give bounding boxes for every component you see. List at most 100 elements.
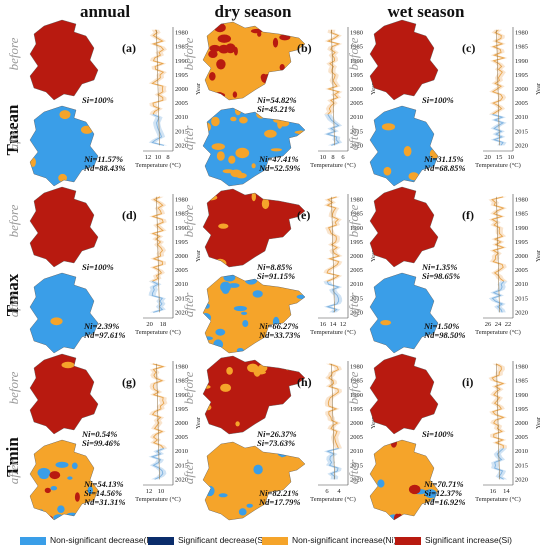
map-class-non-sig-increase — [457, 109, 469, 119]
map-class-non-sig-decrease — [377, 479, 385, 488]
uncertainty-band-before — [488, 196, 508, 282]
period-label-after: after — [346, 125, 361, 151]
period-label-before: before — [6, 371, 21, 405]
map-class-non-sig-decrease — [467, 490, 471, 496]
map-class-sig-increase — [216, 59, 226, 70]
map-class-non-sig-increase — [280, 416, 292, 428]
map-class-non-sig-decrease — [65, 512, 79, 520]
uncertainty-band-after — [488, 281, 508, 313]
y-tick-label: 1995 — [515, 239, 528, 246]
y-tick-label: 2005 — [175, 100, 188, 107]
y-tick-label: 1995 — [175, 239, 188, 246]
region-outline — [29, 105, 99, 187]
series-line-after — [491, 281, 505, 313]
legend-label: Significant decrease(Sd) — [178, 535, 271, 545]
trend-line — [496, 196, 500, 313]
y-tick-label: 1990 — [515, 58, 528, 65]
uncertainty-band-after — [323, 448, 343, 480]
x-axis-label: Temperature (°C) — [135, 496, 181, 503]
map-class-non-sig-decrease — [213, 339, 224, 350]
x-axis-label: Temperature (°C) — [135, 162, 181, 169]
uncertainty-band-before — [488, 29, 508, 115]
series-line-after — [325, 114, 340, 146]
stat-after-g: Si=14.56% — [84, 488, 123, 498]
uncertainty-band-after — [323, 281, 343, 313]
map-class-non-sig-increase — [226, 367, 233, 375]
map-class-non-sig-decrease — [218, 493, 228, 498]
region-outline — [369, 105, 439, 187]
y-tick-label: 1990 — [350, 392, 363, 399]
map-class-non-sig-decrease — [53, 514, 65, 520]
map-after-b — [202, 107, 306, 187]
stat-before-a: Si=100% — [82, 95, 114, 105]
y-tick-label: 2010 — [175, 448, 188, 455]
y-tick-label: 2010 — [350, 114, 363, 121]
map-class-non-sig-decrease — [228, 283, 240, 288]
y-tick-label: 1990 — [175, 58, 188, 65]
stat-after-d: Nd=97.61% — [84, 330, 126, 340]
y-tick-label: 1995 — [350, 239, 363, 246]
map-class-non-sig-decrease — [252, 290, 263, 298]
map-after-a — [29, 105, 99, 187]
series-line-after — [150, 447, 164, 480]
map-class-non-sig-increase — [203, 442, 305, 520]
legend-swatch — [148, 536, 174, 545]
panel-label-h: (h) — [297, 375, 312, 389]
y-tick-label: 1980 — [515, 30, 528, 37]
y-axis-label: Year — [535, 249, 542, 262]
trend-line — [156, 363, 160, 480]
map-class-non-sig-increase — [59, 110, 71, 120]
map-class-non-sig-decrease — [203, 336, 213, 341]
map-before-i — [369, 353, 439, 435]
map-class-non-sig-increase — [30, 157, 36, 167]
x-axis-label: Temperature (°C) — [310, 496, 356, 503]
y-tick-label: 2000 — [175, 253, 188, 260]
map-class-non-sig-decrease — [370, 106, 438, 186]
map-class-non-sig-increase — [220, 383, 232, 392]
x-axis-label: Temperature (°C) — [135, 329, 181, 336]
region-outline — [29, 19, 99, 101]
map-class-non-sig-decrease — [30, 273, 98, 353]
x-tick-label: 8 — [331, 154, 334, 161]
map-class-non-sig-decrease — [222, 287, 230, 294]
map-class-sig-increase — [408, 484, 421, 495]
map-class-non-sig-increase — [230, 116, 237, 122]
y-axis-label: Year — [370, 416, 377, 429]
map-class-sig-increase — [292, 82, 299, 90]
stat-before-c: Si=100% — [422, 95, 454, 105]
map-class-non-sig-increase — [251, 192, 256, 202]
map-after-e — [202, 274, 306, 354]
y-tick-label: 2000 — [175, 86, 188, 93]
legend-item: Significant increase(Si) — [395, 535, 512, 545]
x-tick-label: 14 — [330, 321, 337, 328]
stat-after-i: Nd=16.92% — [424, 497, 466, 507]
region-outline — [369, 19, 439, 101]
column-title-wet-season: wet season — [387, 2, 465, 21]
x-tick-label: 8 — [166, 154, 169, 161]
x-tick-label: 16 — [490, 488, 497, 495]
y-tick-label: 1985 — [175, 211, 188, 218]
map-class-non-sig-decrease — [38, 509, 45, 520]
region-outline — [202, 188, 306, 268]
legend-swatch — [262, 536, 288, 545]
y-tick-label: 1990 — [515, 392, 528, 399]
y-tick-label: 1995 — [350, 406, 363, 413]
y-tick-label: 2020 — [350, 142, 363, 149]
map-class-non-sig-decrease — [50, 486, 58, 491]
map-class-non-sig-decrease — [31, 509, 36, 519]
map-class-non-sig-increase — [258, 364, 268, 372]
map-class-non-sig-increase — [277, 356, 291, 364]
y-tick-label: 1980 — [515, 197, 528, 204]
y-tick-label: 2005 — [350, 100, 363, 107]
map-class-sig-increase — [214, 23, 226, 33]
x-tick-label: 22 — [505, 321, 512, 328]
map-class-sig-increase — [109, 513, 120, 517]
map-class-sig-increase — [280, 75, 295, 87]
period-label-before: before — [346, 204, 361, 238]
map-class-non-sig-increase — [50, 317, 63, 326]
panel-label-d: (d) — [122, 208, 137, 222]
legend-swatch — [20, 536, 46, 545]
map-class-non-sig-increase — [218, 223, 229, 229]
x-tick-label: 12 — [340, 321, 347, 328]
